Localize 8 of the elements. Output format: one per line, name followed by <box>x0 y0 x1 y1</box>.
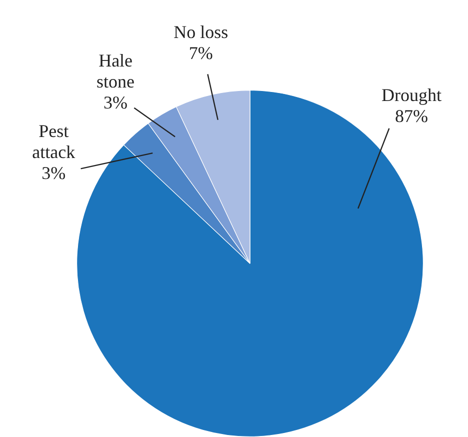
data-label: 87% <box>395 106 428 126</box>
data-label: 3% <box>42 163 66 184</box>
slice-label: No loss <box>174 22 228 42</box>
data-label: 7% <box>188 42 213 63</box>
slice-label: Hale stone <box>96 50 135 92</box>
data-label: 3% <box>104 92 128 113</box>
slice-label: Drought <box>382 84 442 105</box>
slice-label: Pest attack <box>32 121 76 162</box>
